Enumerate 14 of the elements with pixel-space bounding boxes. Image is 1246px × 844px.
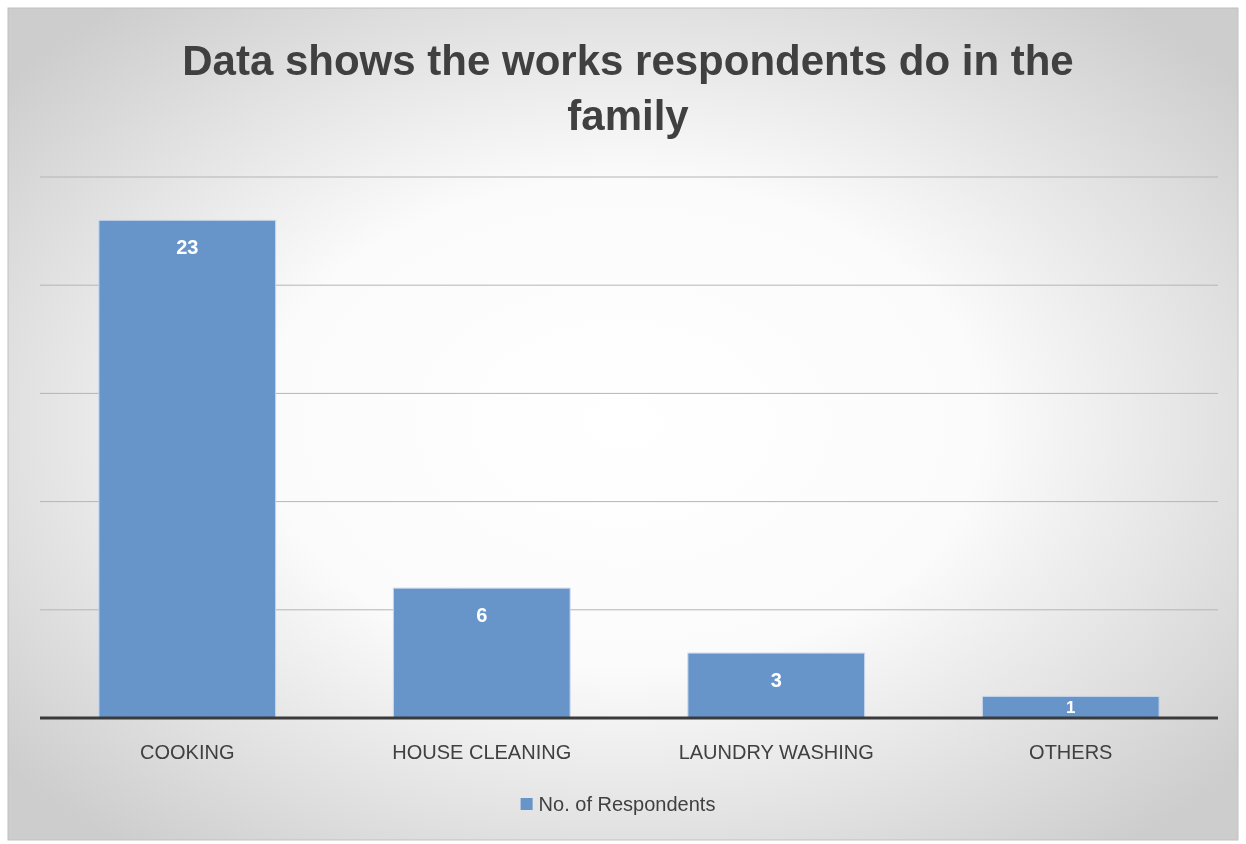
data-label: 3 — [770, 669, 782, 692]
x-tick-label: COOKING — [140, 741, 235, 763]
x-tick-label: LAUNDRY WASHING — [678, 741, 874, 763]
chart-title: Data shows the works respondents do in the family — [182, 37, 1074, 139]
bar — [981, 695, 1160, 719]
data-label: 23 — [176, 236, 199, 259]
data-label: 6 — [476, 604, 488, 627]
bar — [687, 652, 866, 719]
bar — [392, 587, 571, 719]
bar — [98, 219, 277, 719]
data-label: 1 — [1066, 698, 1076, 718]
text: No. of Respondents — [538, 793, 716, 815]
x-tick-label: HOUSE CLEANING — [392, 741, 572, 763]
x-tick-label: OTHERS — [1029, 741, 1113, 763]
